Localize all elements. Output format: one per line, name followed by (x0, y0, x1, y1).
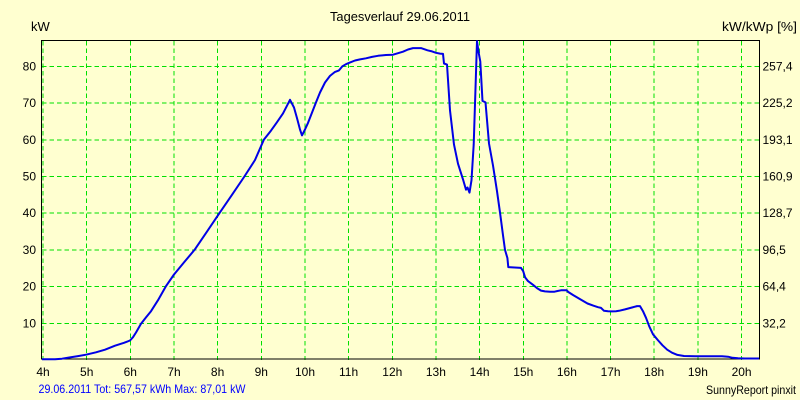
svg-text:13h: 13h (426, 365, 446, 379)
svg-text:10: 10 (23, 316, 37, 330)
svg-text:10h: 10h (295, 365, 315, 379)
svg-text:17h: 17h (601, 365, 621, 379)
svg-text:12h: 12h (382, 365, 402, 379)
svg-text:20: 20 (23, 280, 37, 294)
svg-text:60: 60 (23, 133, 37, 147)
svg-text:8h: 8h (211, 365, 224, 379)
svg-text:50: 50 (23, 170, 37, 184)
svg-text:5h: 5h (80, 365, 93, 379)
svg-text:257,4: 257,4 (763, 59, 793, 73)
svg-text:18h: 18h (644, 365, 664, 379)
svg-text:70: 70 (23, 96, 37, 110)
svg-text:4h: 4h (36, 365, 49, 379)
svg-text:225,2: 225,2 (763, 96, 793, 110)
svg-text:32,2: 32,2 (763, 316, 787, 330)
svg-text:kW: kW (31, 19, 51, 34)
svg-text:160,9: 160,9 (763, 170, 793, 184)
svg-text:SunnyReport pinxit: SunnyReport pinxit (706, 383, 797, 397)
svg-text:64,4: 64,4 (763, 280, 787, 294)
svg-text:96,5: 96,5 (763, 243, 787, 257)
svg-text:Tagesverlauf 29.06.2011: Tagesverlauf 29.06.2011 (330, 9, 470, 24)
svg-text:15h: 15h (513, 365, 533, 379)
svg-text:kW/kWp [%]: kW/kWp [%] (722, 19, 797, 34)
svg-text:40: 40 (23, 206, 37, 220)
svg-text:11h: 11h (339, 365, 358, 379)
svg-text:7h: 7h (167, 365, 180, 379)
svg-text:29.06.2011 Tot: 567,57 kWh Max: 29.06.2011 Tot: 567,57 kWh Max: 87,01 kW (39, 382, 247, 396)
svg-text:80: 80 (23, 59, 37, 73)
svg-text:16h: 16h (557, 365, 577, 379)
svg-text:20h: 20h (732, 365, 752, 379)
svg-text:14h: 14h (470, 365, 490, 379)
svg-text:30: 30 (23, 243, 37, 257)
svg-text:128,7: 128,7 (763, 206, 793, 220)
svg-text:6h: 6h (124, 365, 137, 379)
svg-text:9h: 9h (255, 365, 268, 379)
svg-text:19h: 19h (688, 365, 708, 379)
svg-text:193,1: 193,1 (763, 133, 793, 147)
